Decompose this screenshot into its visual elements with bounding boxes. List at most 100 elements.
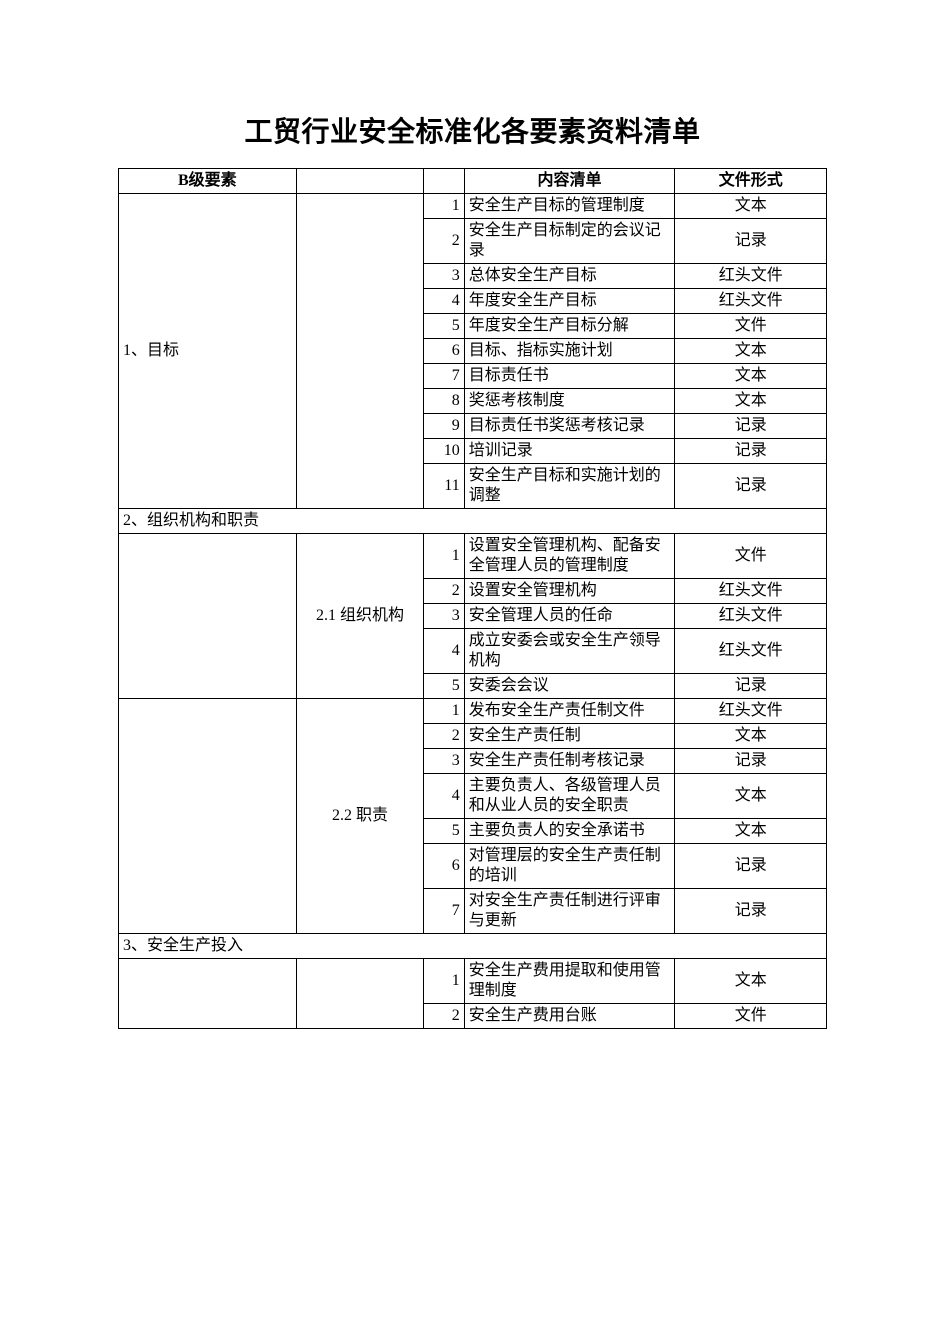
item-content: 设置安全管理机构 (464, 579, 675, 604)
item-number: 4 (424, 289, 464, 314)
item-form: 记录 (675, 749, 827, 774)
item-content: 安全管理人员的任命 (464, 604, 675, 629)
header-form: 文件形式 (675, 169, 827, 194)
item-content: 安全生产目标和实施计划的调整 (464, 464, 675, 509)
item-number: 10 (424, 439, 464, 464)
item-form: 红头文件 (675, 629, 827, 674)
item-content: 主要负责人的安全承诺书 (464, 819, 675, 844)
item-form: 文本 (675, 194, 827, 219)
item-number: 6 (424, 339, 464, 364)
sub-level-cell (296, 194, 424, 509)
section-label: 3、安全生产投入 (119, 934, 827, 959)
item-form: 文件 (675, 314, 827, 339)
document-page: 工贸行业安全标准化各要素资料清单 B级要素 内容清单 文件形式 1、目标1安全生… (0, 0, 945, 1029)
item-number: 5 (424, 674, 464, 699)
item-content: 安全生产责任制考核记录 (464, 749, 675, 774)
item-number: 3 (424, 604, 464, 629)
item-form: 文件 (675, 534, 827, 579)
item-content: 安全生产目标的管理制度 (464, 194, 675, 219)
header-sub (296, 169, 424, 194)
item-content: 总体安全生产目标 (464, 264, 675, 289)
page-title: 工贸行业安全标准化各要素资料清单 (118, 110, 827, 150)
item-form: 文本 (675, 389, 827, 414)
item-number: 7 (424, 364, 464, 389)
item-form: 红头文件 (675, 699, 827, 724)
item-content: 年度安全生产目标分解 (464, 314, 675, 339)
sub-level-cell: 2.1 组织机构 (296, 534, 424, 699)
table-row: 1、目标1安全生产目标的管理制度文本 (119, 194, 827, 219)
item-form: 记录 (675, 889, 827, 934)
item-content: 设置安全管理机构、配备安全管理人员的管理制度 (464, 534, 675, 579)
item-content: 安全生产费用提取和使用管理制度 (464, 959, 675, 1004)
section-label: 2、组织机构和职责 (119, 509, 827, 534)
item-form: 文本 (675, 819, 827, 844)
item-form: 记录 (675, 439, 827, 464)
item-number: 1 (424, 699, 464, 724)
item-number: 1 (424, 959, 464, 1004)
item-form: 记录 (675, 844, 827, 889)
b-level-cell: 1、目标 (119, 194, 297, 509)
item-content: 目标责任书奖惩考核记录 (464, 414, 675, 439)
item-number: 4 (424, 629, 464, 674)
item-form: 红头文件 (675, 289, 827, 314)
b-level-cell (119, 959, 297, 1029)
item-content: 目标责任书 (464, 364, 675, 389)
item-number: 5 (424, 819, 464, 844)
item-number: 9 (424, 414, 464, 439)
table-row: 2.2 职责1发布安全生产责任制文件红头文件 (119, 699, 827, 724)
item-content: 主要负责人、各级管理人员和从业人员的安全职责 (464, 774, 675, 819)
item-content: 目标、指标实施计划 (464, 339, 675, 364)
item-content: 年度安全生产目标 (464, 289, 675, 314)
item-form: 文本 (675, 339, 827, 364)
b-level-cell (119, 699, 297, 934)
item-content: 成立安委会或安全生产领导机构 (464, 629, 675, 674)
table-row: 1安全生产费用提取和使用管理制度文本 (119, 959, 827, 1004)
item-number: 6 (424, 844, 464, 889)
item-number: 2 (424, 1004, 464, 1029)
item-form: 文本 (675, 364, 827, 389)
item-content: 发布安全生产责任制文件 (464, 699, 675, 724)
item-form: 记录 (675, 464, 827, 509)
item-form: 记录 (675, 414, 827, 439)
item-form: 文本 (675, 774, 827, 819)
table-row: 2.1 组织机构1设置安全管理机构、配备安全管理人员的管理制度文件 (119, 534, 827, 579)
item-content: 培训记录 (464, 439, 675, 464)
checklist-table: B级要素 内容清单 文件形式 1、目标1安全生产目标的管理制度文本2安全生产目标… (118, 168, 827, 1029)
item-number: 1 (424, 194, 464, 219)
item-form: 红头文件 (675, 264, 827, 289)
item-content: 安全生产费用台账 (464, 1004, 675, 1029)
header-num (424, 169, 464, 194)
item-number: 3 (424, 749, 464, 774)
item-number: 2 (424, 724, 464, 749)
b-level-cell (119, 534, 297, 699)
item-content: 奖惩考核制度 (464, 389, 675, 414)
item-content: 对管理层的安全生产责任制的培训 (464, 844, 675, 889)
header-content: 内容清单 (464, 169, 675, 194)
item-number: 2 (424, 219, 464, 264)
item-number: 3 (424, 264, 464, 289)
item-content: 对安全生产责任制进行评审与更新 (464, 889, 675, 934)
section-header-row: 3、安全生产投入 (119, 934, 827, 959)
item-number: 11 (424, 464, 464, 509)
item-form: 文本 (675, 724, 827, 749)
header-b: B级要素 (119, 169, 297, 194)
table-header-row: B级要素 内容清单 文件形式 (119, 169, 827, 194)
item-number: 1 (424, 534, 464, 579)
item-content: 安委会会议 (464, 674, 675, 699)
item-number: 7 (424, 889, 464, 934)
item-form: 红头文件 (675, 579, 827, 604)
item-content: 安全生产责任制 (464, 724, 675, 749)
item-content: 安全生产目标制定的会议记录 (464, 219, 675, 264)
item-form: 红头文件 (675, 604, 827, 629)
item-number: 5 (424, 314, 464, 339)
item-number: 4 (424, 774, 464, 819)
item-form: 文本 (675, 959, 827, 1004)
item-form: 记录 (675, 674, 827, 699)
section-header-row: 2、组织机构和职责 (119, 509, 827, 534)
item-number: 8 (424, 389, 464, 414)
sub-level-cell: 2.2 职责 (296, 699, 424, 934)
item-form: 记录 (675, 219, 827, 264)
sub-level-cell (296, 959, 424, 1029)
item-form: 文件 (675, 1004, 827, 1029)
item-number: 2 (424, 579, 464, 604)
